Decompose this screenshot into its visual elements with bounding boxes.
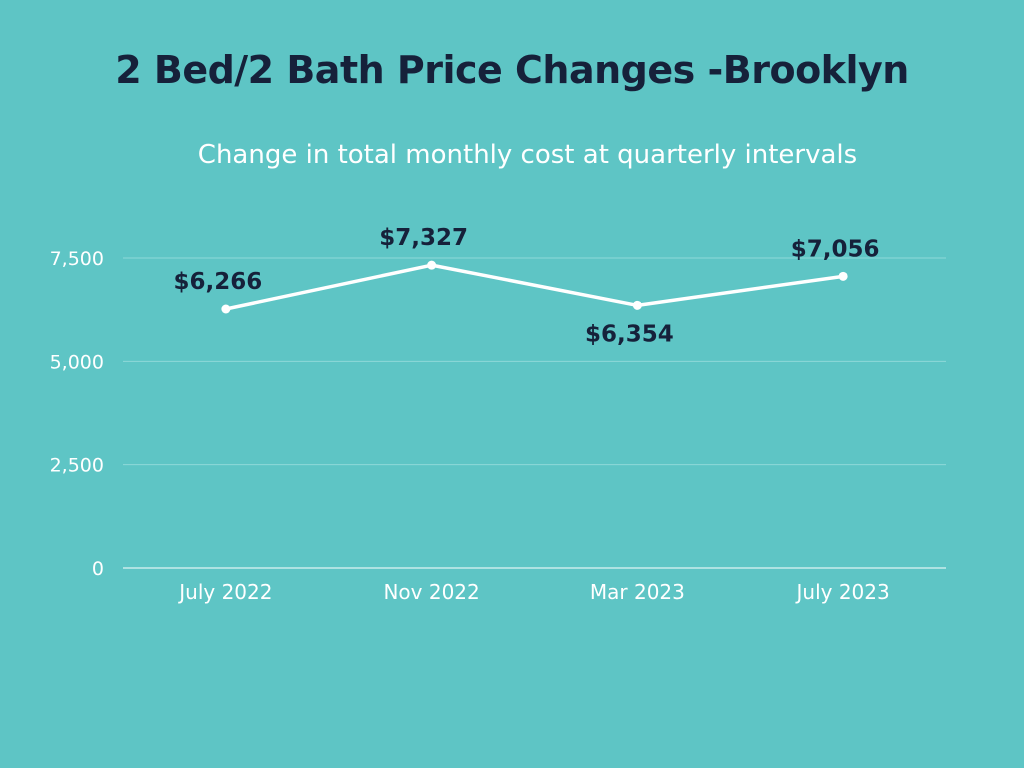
data-label: $7,056: [791, 236, 880, 262]
y-tick-label: 7,500: [50, 248, 104, 270]
x-tick-label: Nov 2022: [383, 580, 479, 604]
x-tick-label: Mar 2023: [590, 580, 685, 604]
y-tick-label: 2,500: [50, 455, 104, 477]
data-label: $6,266: [173, 269, 262, 295]
chart-subtitle: Change in total monthly cost at quarterl…: [197, 140, 858, 170]
data-label: $7,327: [379, 225, 468, 251]
series-line: [225, 263, 844, 311]
x-tick-label: July 2023: [795, 580, 890, 604]
data-point: [221, 304, 231, 314]
data-point: [427, 260, 437, 270]
chart-title: 2 Bed/2 Bath Price Changes -Brooklyn: [115, 48, 909, 92]
x-tick-label: July 2022: [177, 580, 272, 604]
data-label: $6,354: [585, 321, 674, 347]
data-point: [632, 300, 642, 310]
y-tick-label: 0: [92, 558, 104, 580]
y-tick-label: 5,000: [50, 351, 104, 373]
data-point: [838, 271, 848, 281]
